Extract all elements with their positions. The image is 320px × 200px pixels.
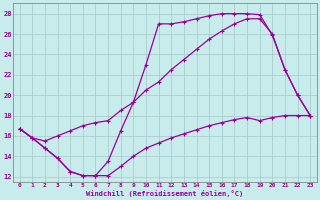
X-axis label: Windchill (Refroidissement éolien,°C): Windchill (Refroidissement éolien,°C) bbox=[86, 190, 244, 197]
